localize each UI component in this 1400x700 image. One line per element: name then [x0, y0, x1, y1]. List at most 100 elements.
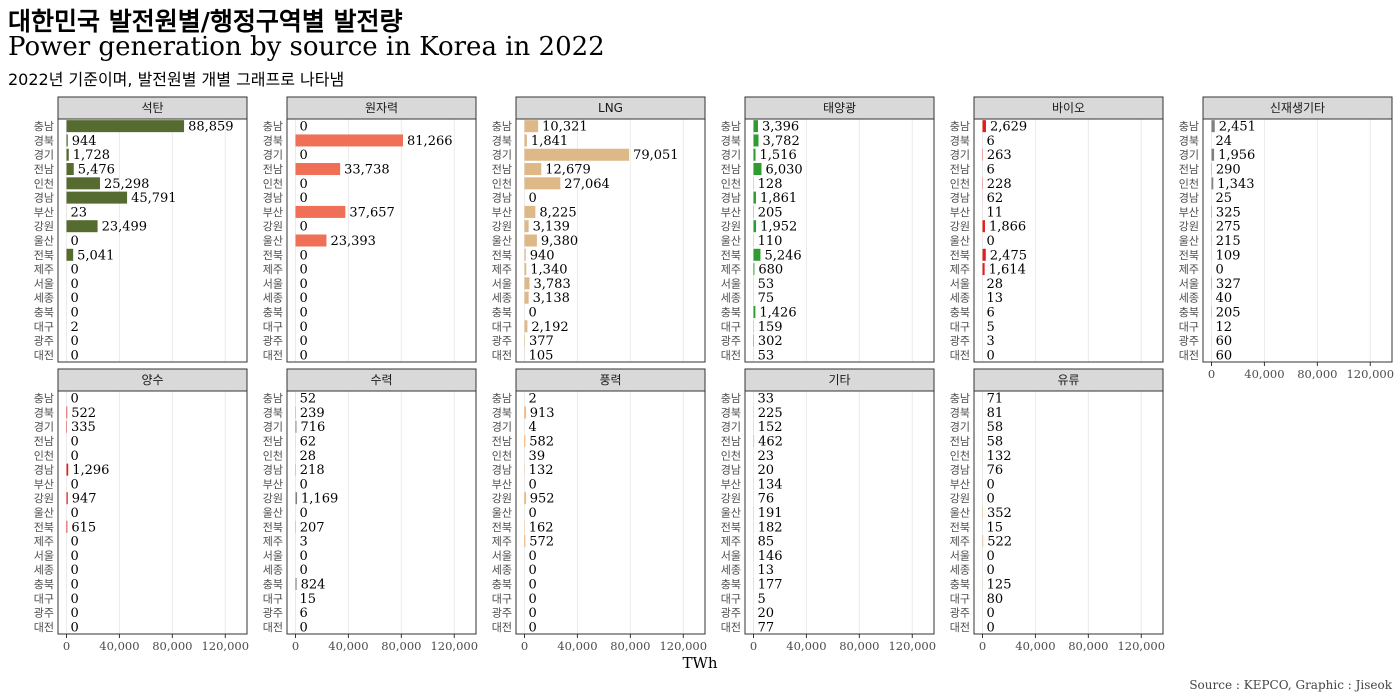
panel-7-category-label-3: 경기: [34, 421, 54, 434]
panel-8-category-label-4: 전남: [263, 435, 283, 448]
panel-1-category-label-14: 충북: [34, 306, 54, 319]
panel-7-category-label-9: 울산: [34, 507, 54, 520]
panel-10-value-label-9: 191: [758, 506, 783, 521]
panel-4-category-label-10: 전북: [721, 249, 741, 262]
panel-7-value-label-14: 0: [71, 577, 79, 592]
panel-6-xtick-label-1: 40,000: [1244, 367, 1284, 381]
panel-9-category-label-8: 강원: [492, 492, 512, 505]
panel-2-value-label-8: 0: [300, 220, 308, 235]
panel-1-value-label-14: 0: [71, 305, 79, 320]
panel-11-border: [973, 390, 1164, 635]
panel-8-category-label-7: 부산: [263, 478, 283, 491]
panel-6-bar-5: [1211, 177, 1214, 190]
panel-1-strip-label: 석탄: [141, 101, 163, 115]
panel-10-category-label-3: 경기: [721, 421, 741, 434]
panel-8-category-label-2: 경북: [263, 406, 283, 419]
panel-5-category-label-13: 세종: [950, 292, 970, 305]
panel-8-value-label-14: 824: [301, 577, 326, 592]
x-axis-title: TWh: [682, 654, 718, 672]
panel-1-category-label-2: 경북: [34, 134, 54, 147]
panel-7-category-label-11: 제주: [34, 535, 54, 548]
panel-8-category-label-11: 제주: [263, 535, 283, 548]
panel-10-category-label-6: 경남: [721, 464, 741, 477]
panel-10-value-label-7: 134: [758, 477, 783, 492]
panel-7-category-label-16: 광주: [34, 607, 54, 620]
panel-3-category-label-17: 대전: [492, 349, 512, 362]
panel-8-value-label-17: 0: [300, 620, 308, 635]
panel-5-strip-label: 바이오: [1052, 101, 1085, 115]
panel-6-bar-3: [1211, 148, 1215, 161]
panel-3-category-label-11: 제주: [492, 263, 512, 276]
panel-4-category-label-13: 세종: [721, 292, 741, 305]
panel-4-value-label-16: 302: [758, 334, 783, 349]
panel-9-category-label-11: 제주: [492, 535, 512, 548]
panel-8-bar-3: [295, 420, 297, 433]
panel-8-value-label-8: 1,169: [301, 492, 338, 507]
panel-3-bar-12: [524, 277, 530, 290]
panel-7-value-label-15: 0: [71, 592, 79, 607]
panel-9-value-label-14: 0: [529, 577, 537, 592]
panel-10-xtick-label-1: 40,000: [786, 639, 826, 653]
panel-7-value-label-17: 0: [71, 620, 79, 635]
panel-10-value-label-13: 13: [758, 563, 775, 578]
panel-1-category-label-15: 대구: [34, 320, 54, 333]
panel-3-bar-3: [524, 148, 630, 161]
panel-8-category-label-17: 대전: [263, 621, 283, 634]
panel-5-value-label-16: 3: [987, 334, 995, 349]
panel-1-category-label-5: 인천: [34, 176, 54, 190]
panel-7-xtick-label-0: 0: [63, 639, 70, 653]
panel-4-value-label-10: 5,246: [764, 248, 801, 263]
panel-6-category-label-12: 서울: [1179, 277, 1199, 290]
panel-5-category-label-8: 강원: [950, 220, 970, 233]
panel-11-value-label-6: 76: [987, 463, 1004, 478]
panel-4-bar-11: [753, 263, 755, 276]
panel-7-category-label-4: 전남: [34, 435, 54, 448]
panel-3-category-label-14: 충북: [492, 306, 512, 319]
panel-6-category-label-7: 부산: [1179, 206, 1199, 219]
panel-2-value-label-11: 0: [300, 263, 308, 278]
panel-11-value-label-5: 132: [987, 449, 1012, 464]
panel-9-background: [516, 391, 705, 634]
panel-10-value-label-4: 462: [758, 435, 783, 450]
panel-8-bar-14: [295, 577, 297, 590]
panel-5-value-label-9: 0: [987, 234, 995, 249]
panel-4-border: [744, 118, 935, 363]
panel-11-category-label-7: 부산: [950, 478, 970, 491]
panel-3-value-label-8: 3,139: [533, 220, 570, 235]
panel-5-bar-11: [982, 263, 985, 276]
panel-2-category-label-6: 경남: [263, 192, 283, 205]
panel-11-category-label-8: 강원: [950, 492, 970, 505]
panel-8-category-label-13: 세종: [263, 564, 283, 577]
panel-9-bar-2: [524, 406, 526, 419]
panel-5-category-label-2: 경북: [950, 134, 970, 147]
panel-8-value-label-11: 3: [300, 535, 308, 550]
panel-1-category-label-11: 제주: [34, 263, 54, 276]
panel-8-bar-8: [295, 492, 298, 505]
panel-5-category-label-11: 제주: [950, 263, 970, 276]
panel-11-category-label-3: 경기: [950, 421, 970, 434]
panel-5-value-label-4: 6: [987, 163, 995, 178]
panel-9-value-label-13: 0: [529, 563, 537, 578]
panel-3-bar-15: [524, 320, 528, 333]
panel-8-value-label-2: 239: [300, 406, 325, 421]
panel-5-category-label-1: 충남: [950, 120, 970, 133]
panel-9-category-label-16: 광주: [492, 607, 512, 620]
panel-11-background: [974, 391, 1163, 634]
panel-5-value-label-2: 6: [987, 134, 995, 149]
panel-10-category-label-7: 부산: [721, 478, 741, 491]
panel-7-category-label-2: 경북: [34, 406, 54, 419]
panel-5-value-label-10: 2,475: [990, 248, 1027, 263]
panel-4-value-label-3: 1,516: [760, 148, 797, 163]
panel-8-category-label-14: 충북: [263, 578, 283, 591]
panel-9-bar-4: [524, 435, 526, 448]
panel-2-category-label-14: 충북: [263, 306, 283, 319]
panel-2-category-label-5: 인천: [263, 176, 283, 190]
panel-5-category-label-9: 울산: [950, 235, 970, 248]
panel-11-category-label-4: 전남: [950, 435, 970, 448]
panel-9-value-label-6: 132: [529, 463, 554, 478]
panel-6-value-label-8: 275: [1216, 220, 1241, 235]
panel-2-value-label-2: 81,266: [407, 134, 453, 149]
panel-5-value-label-5: 228: [987, 177, 1012, 192]
panel-5-value-label-14: 6: [987, 305, 995, 320]
panel-9-value-label-12: 0: [529, 549, 537, 564]
